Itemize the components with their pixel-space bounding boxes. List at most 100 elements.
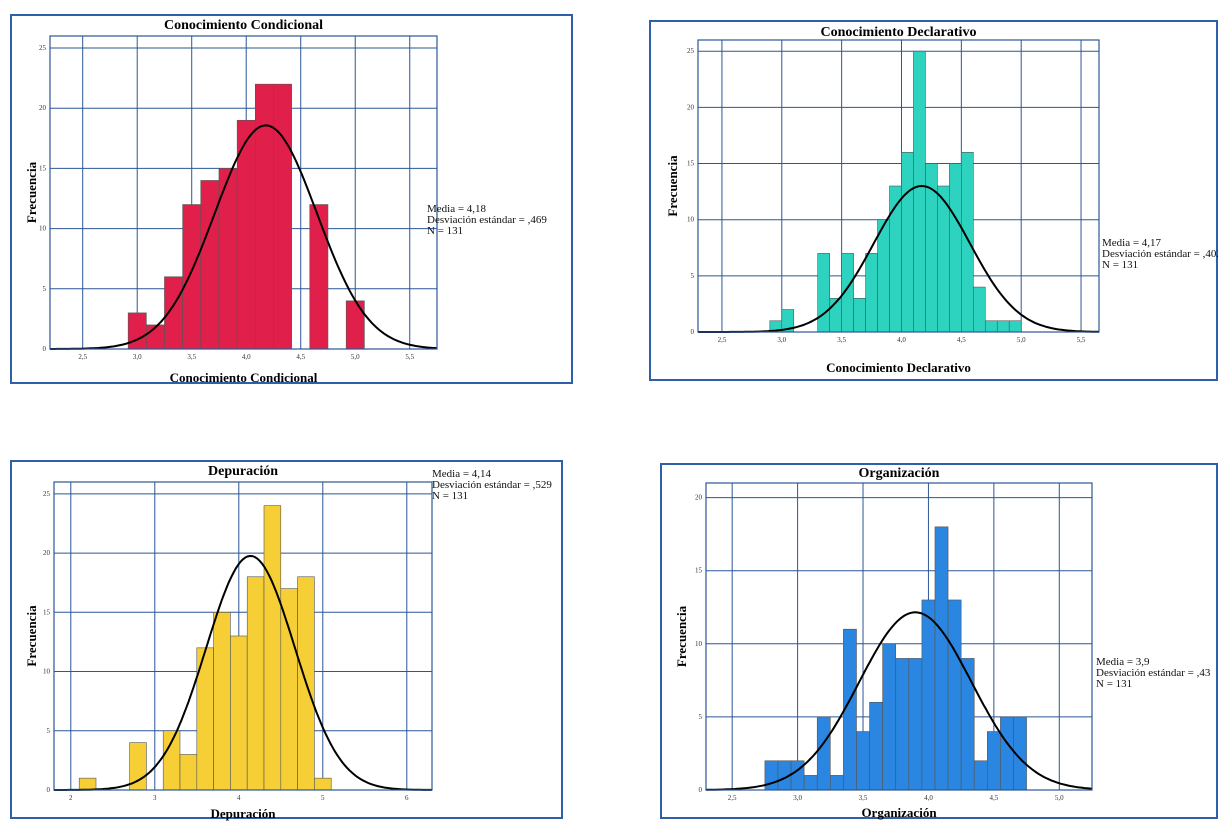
chart-panel-organizacion: 0 5 10 15 20 2,5 3,0 3,5 4,0 4,5 5,0 Organización Or… xyxy=(660,463,1218,820)
stats-line: N = 131 xyxy=(1102,259,1138,271)
y-tick-label: 10 xyxy=(687,216,695,224)
stats-line: Desviación estándar = ,43 xyxy=(1096,667,1211,679)
histogram-bar xyxy=(1008,320,1022,333)
chart-panel-conocimiento-declarativo: 0 5 10 15 20 25 2,5 3,0 3,5 4,0 4,5 5,0 5,5 Conocimie… xyxy=(649,20,1218,381)
stats-line: Media = 4,18 xyxy=(427,203,487,215)
x-tick-label: 3,0 xyxy=(133,353,142,361)
plot-frame xyxy=(53,481,433,791)
y-tick-label: 0 xyxy=(43,345,47,353)
normal-curve xyxy=(698,184,1099,333)
histogram-bar xyxy=(790,760,805,791)
histogram-bar xyxy=(947,599,962,791)
x-tick-label: 2,5 xyxy=(78,353,87,361)
x-tick-label: 4,0 xyxy=(897,336,906,344)
histogram-bar xyxy=(263,505,282,791)
y-tick-label: 25 xyxy=(687,47,695,55)
x-tick-label: 3,5 xyxy=(187,353,196,361)
histogram-bar xyxy=(78,777,97,791)
x-tick-label: 4,0 xyxy=(242,353,251,361)
y-axis-label: Frecuencia xyxy=(674,605,689,667)
histogram-bar xyxy=(949,163,962,333)
histogram-bar xyxy=(895,658,910,791)
x-axis-label: Conocimiento Condicional xyxy=(170,370,318,385)
x-axis-label: Conocimiento Declarativo xyxy=(826,360,971,375)
y-tick-label: 0 xyxy=(47,786,51,794)
histogram-bar xyxy=(345,300,365,350)
normal-curve xyxy=(54,554,432,791)
histogram-bar xyxy=(200,180,220,350)
histogram-bar xyxy=(934,526,949,791)
histogram-bar xyxy=(908,658,923,791)
x-tick-label: 6 xyxy=(405,794,409,802)
histogram-bar xyxy=(853,298,866,333)
histogram-bar xyxy=(960,658,975,791)
histogram-bar xyxy=(816,716,831,791)
histogram-bar xyxy=(273,83,292,350)
histogram-bar xyxy=(309,204,329,350)
x-tick-label: 5 xyxy=(321,794,325,802)
chart-title: Depuración xyxy=(208,464,278,479)
chart-title: Organización xyxy=(859,466,940,481)
stats-line: Media = 4,17 xyxy=(1102,237,1162,249)
chart-title: Conocimiento Condicional xyxy=(164,18,323,33)
histogram-bar xyxy=(996,320,1010,333)
histogram-bar xyxy=(987,731,1001,791)
x-tick-label: 5,5 xyxy=(1077,336,1086,344)
x-tick-label: 4,5 xyxy=(957,336,966,344)
y-tick-label: 0 xyxy=(699,786,703,794)
y-tick-label: 5 xyxy=(699,713,703,721)
histogram-bar xyxy=(937,185,950,333)
x-tick-label: 2,5 xyxy=(728,794,737,802)
stats-line: Desviación estándar = ,469 xyxy=(427,214,547,226)
histogram-bar xyxy=(764,760,779,791)
normal-curve xyxy=(706,611,1093,791)
y-tick-label: 20 xyxy=(687,103,695,111)
y-tick-label: 20 xyxy=(695,494,703,502)
histogram-bar xyxy=(973,286,986,333)
y-tick-label: 10 xyxy=(695,640,703,648)
y-axis-label: Frecuencia xyxy=(24,161,39,223)
histogram-bar xyxy=(901,152,914,333)
chart-panel-conocimiento-condicional: 0 5 10 15 20 25 2,5 3,0 3,5 4,0 4,5 5,0 5,5 Conocimie… xyxy=(10,14,573,385)
histogram-bar xyxy=(869,701,883,791)
histogram-bar xyxy=(877,219,890,333)
y-tick-label: 5 xyxy=(43,285,47,293)
stats-line: N = 131 xyxy=(432,490,468,502)
y-tick-label: 20 xyxy=(39,104,47,112)
histogram-conocimiento-condicional: 0 5 10 15 20 25 2,5 3,0 3,5 4,0 4,5 5,0 5,5 Conocimie… xyxy=(24,18,547,385)
stats-line: Media = 4,14 xyxy=(432,468,492,480)
x-tick-label: 3,5 xyxy=(837,336,846,344)
histogram-bar xyxy=(246,576,265,791)
y-tick-label: 25 xyxy=(39,44,47,52)
chart-panel-depuracion: 0 5 10 15 20 25 2 3 4 5 6 Depuración Depuración Frecu… xyxy=(10,460,563,821)
y-tick-label: 20 xyxy=(43,549,51,557)
y-axis-label: Frecuencia xyxy=(665,155,680,217)
stats-line: Desviación estándar = ,529 xyxy=(432,479,552,491)
y-tick-label: 15 xyxy=(695,567,703,575)
x-tick-label: 3,0 xyxy=(777,336,786,344)
y-tick-label: 15 xyxy=(43,608,51,616)
histogram-bar xyxy=(984,320,998,333)
x-tick-label: 4 xyxy=(237,794,241,802)
histogram-depuracion: 0 5 10 15 20 25 2 3 4 5 6 Depuración Depuración Frecu… xyxy=(24,464,552,821)
histogram-bar xyxy=(213,612,231,791)
y-axis-label: Frecuencia xyxy=(24,605,39,667)
x-axis-label: Organización xyxy=(861,805,937,820)
x-tick-label: 5,0 xyxy=(351,353,360,361)
x-tick-label: 4,0 xyxy=(924,794,933,802)
y-tick-label: 0 xyxy=(691,328,695,336)
x-tick-label: 4,5 xyxy=(989,794,998,802)
stats-line: Desviación estándar = ,402 xyxy=(1102,248,1218,260)
histogram-bar xyxy=(882,643,897,791)
x-tick-label: 5,0 xyxy=(1055,794,1064,802)
stats-line: N = 131 xyxy=(427,225,463,237)
x-tick-label: 4,5 xyxy=(296,353,305,361)
histogram-bar xyxy=(865,253,878,333)
histogram-bar xyxy=(182,204,202,350)
x-tick-label: 2,5 xyxy=(718,336,727,344)
histogram-bar xyxy=(127,312,147,350)
histogram-bar xyxy=(973,760,988,791)
histogram-organizacion: 0 5 10 15 20 2,5 3,0 3,5 4,0 4,5 5,0 Organización Or… xyxy=(674,466,1211,820)
y-tick-label: 10 xyxy=(39,225,47,233)
histogram-bar xyxy=(921,599,936,791)
